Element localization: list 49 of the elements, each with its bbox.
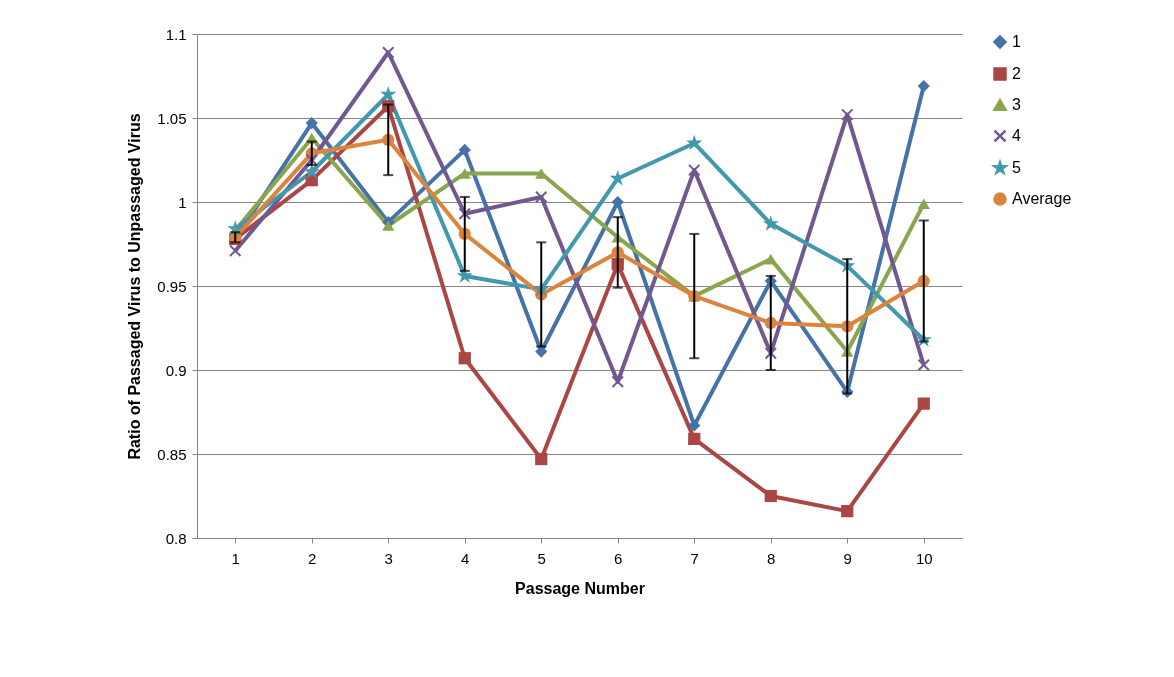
legend-label: Average <box>1012 190 1072 207</box>
x-tick-label: 4 <box>461 549 470 567</box>
point <box>917 358 930 372</box>
point <box>688 419 701 432</box>
y-tick-label: 0.8 <box>165 529 187 547</box>
x-tick-label: 7 <box>690 549 699 567</box>
x-tick-label: 8 <box>767 549 776 567</box>
point <box>611 195 624 209</box>
point <box>764 346 777 360</box>
point <box>688 432 701 445</box>
point <box>535 190 548 204</box>
x-tick-label: 3 <box>384 549 393 567</box>
y-tick-label: 0.95 <box>157 277 187 295</box>
point <box>917 198 930 209</box>
point <box>305 116 318 130</box>
y-tick-label: 1 <box>178 193 187 211</box>
point <box>917 397 930 410</box>
legend-label: 1 <box>1012 33 1021 50</box>
point <box>382 220 395 231</box>
point <box>611 375 624 388</box>
y-tick-label: 0.85 <box>157 445 187 463</box>
legend-label: 3 <box>1012 96 1021 113</box>
point <box>458 207 471 220</box>
x-axis-title: Passage Number <box>515 579 645 597</box>
x-tick-label: 2 <box>308 549 317 567</box>
point <box>917 79 930 93</box>
point <box>382 46 395 59</box>
y-tick-label: 1.1 <box>165 25 187 43</box>
legend-label: 5 <box>1012 159 1021 176</box>
point <box>841 505 854 518</box>
point <box>841 108 854 121</box>
point <box>688 163 701 177</box>
x-tick-label: 10 <box>915 549 933 567</box>
point <box>535 452 548 466</box>
y-tick-label: 0.9 <box>165 361 187 379</box>
x-tick-label: 5 <box>537 549 546 567</box>
y-axis-title: Ratio of Passaged Virus to Unpassaged Virus <box>126 113 144 460</box>
point <box>764 489 777 503</box>
point <box>458 143 471 157</box>
point <box>458 352 471 365</box>
point <box>764 253 777 265</box>
legend-label: 2 <box>1012 65 1021 82</box>
x-tick-label: 6 <box>614 549 623 567</box>
y-tick-label: 1.05 <box>157 109 187 127</box>
legend-label: 4 <box>1012 127 1021 144</box>
point <box>305 153 318 167</box>
x-tick-label: 9 <box>843 549 852 567</box>
x-tick-label: 1 <box>231 549 240 567</box>
point <box>229 244 242 257</box>
